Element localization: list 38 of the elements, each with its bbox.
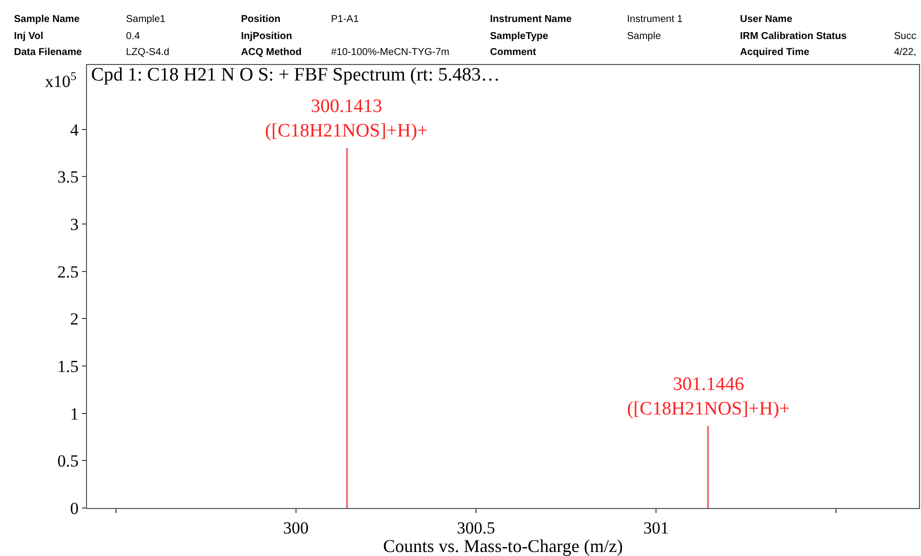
text: ACQ Method bbox=[241, 47, 302, 58]
text: P1-A1 bbox=[331, 14, 360, 25]
text: Inj Vol bbox=[14, 31, 44, 42]
x-tick-label: 301 bbox=[643, 518, 669, 538]
text: User Name bbox=[740, 14, 793, 25]
text: Sample bbox=[627, 31, 662, 42]
text: LZQ-S4.d bbox=[126, 47, 170, 58]
y-tick-label: 4 bbox=[70, 120, 80, 140]
chart-title: Cpd 1: C18 H21 N O S: + FBF Spectrum (rt: 5.483… bbox=[91, 64, 500, 86]
text: Acquired Time bbox=[740, 47, 810, 58]
text: Position bbox=[241, 14, 280, 25]
annotation: 301.1446 ([C18H21NOS]+H)+ bbox=[627, 374, 790, 420]
text: Instrument 1 bbox=[627, 14, 684, 25]
x-tick-label: 300.5 bbox=[456, 518, 496, 538]
y-tick-label: 2.5 bbox=[57, 262, 79, 282]
text: 0.4 bbox=[126, 31, 140, 42]
text: Comment bbox=[490, 47, 537, 58]
y-axis-title: x10$^{5}$ bbox=[45, 69, 76, 92]
text: Sample Name bbox=[14, 14, 80, 25]
text: Data Filename bbox=[14, 47, 82, 58]
text: #10-100%-MeCN-TYG-7m bbox=[331, 47, 450, 58]
x-axis-title: Counts vs. Mass-to-Charge (m/z) bbox=[383, 536, 623, 556]
y-tick-label: 3 bbox=[70, 214, 79, 234]
text: Sample1 bbox=[126, 14, 166, 25]
x-tick-label: 300 bbox=[283, 518, 309, 538]
y-tick-label: 2 bbox=[70, 310, 79, 329]
text: SampleType bbox=[490, 31, 549, 42]
y-tick-label: 0.5 bbox=[57, 452, 79, 471]
text: InjPosition bbox=[241, 31, 292, 42]
y-tick-label: 0 bbox=[70, 498, 79, 518]
y-tick-label: 3.5 bbox=[57, 168, 79, 187]
text: IRM Calibration Status bbox=[740, 31, 848, 42]
text: 4/22, bbox=[894, 47, 916, 58]
y-tick-label: 1.5 bbox=[57, 356, 79, 376]
annotation: 300.1413 ([C18H21NOS]+H)+ bbox=[265, 96, 428, 142]
y-tick-label: 1 bbox=[70, 404, 79, 424]
text: Succ bbox=[894, 31, 916, 42]
text: Instrument Name bbox=[490, 14, 572, 25]
